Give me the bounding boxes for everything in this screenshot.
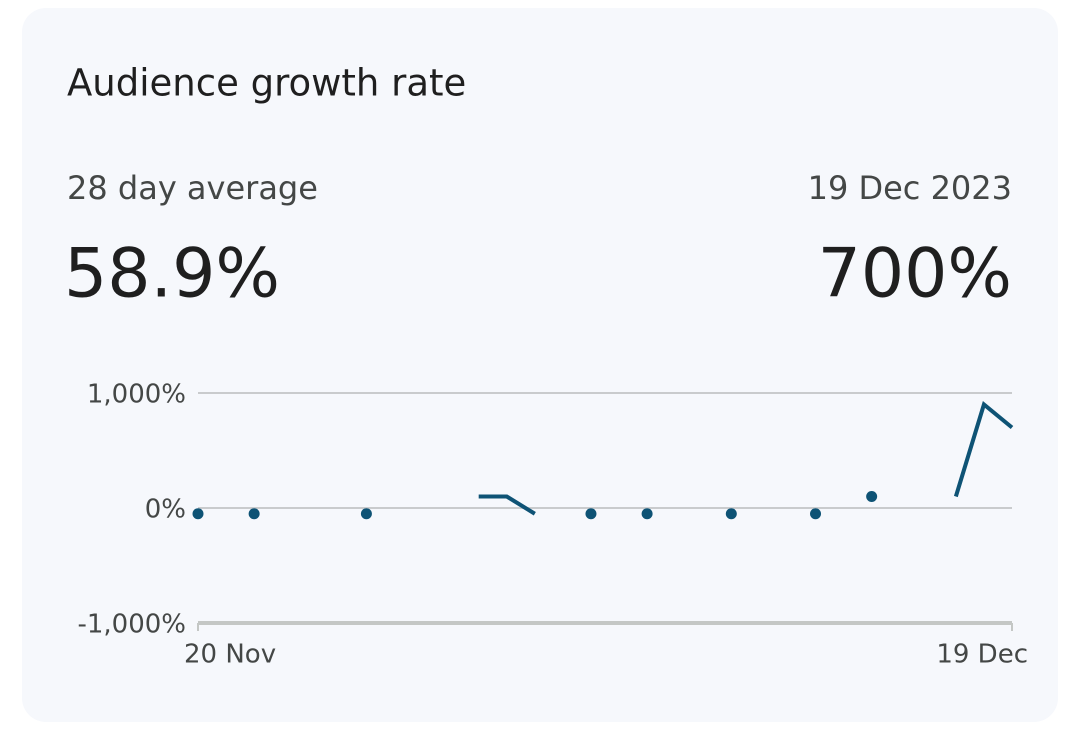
x-tick-label: 19 Dec (936, 640, 1028, 670)
line-series (478, 401, 1014, 516)
data-point (585, 508, 597, 520)
date-label: 19 Dec 2023 (808, 169, 1012, 207)
data-point (866, 491, 878, 502)
data-point (192, 508, 204, 520)
data-point (725, 508, 737, 520)
data-point (360, 508, 372, 520)
y-tick-label: -1,000% (77, 610, 186, 640)
y-tick-label: 0% (145, 495, 186, 525)
x-tick-label: 20 Nov (184, 640, 276, 670)
average-value: 58.9% (64, 235, 280, 314)
data-point (641, 508, 653, 520)
average-label: 28 day average (67, 169, 318, 207)
y-tick-label: 1,000% (87, 380, 186, 410)
data-point (810, 508, 822, 520)
card (22, 8, 1058, 722)
date-value: 700% (818, 235, 1012, 314)
data-point (248, 508, 260, 520)
card-title: Audience growth rate (67, 62, 466, 105)
